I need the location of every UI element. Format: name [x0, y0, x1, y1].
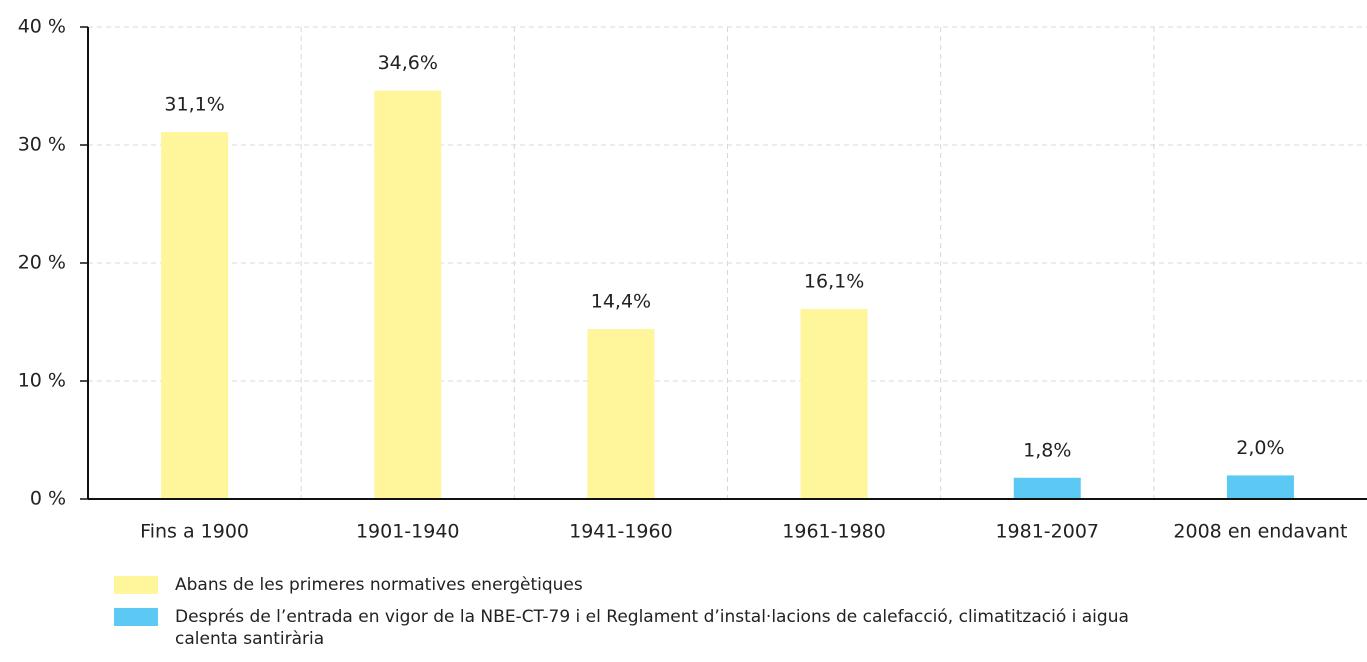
bar — [161, 132, 229, 499]
y-tick-label: 30 % — [18, 134, 66, 156]
bar — [1013, 477, 1081, 499]
legend-swatch — [114, 608, 158, 626]
bar — [1226, 475, 1294, 499]
legend-item: Després de l’entrada en vigor de la NBE-… — [114, 606, 1194, 650]
legend: Abans de les primeres normatives energèt… — [114, 574, 1194, 660]
x-tick-label: 1981-2007 — [995, 521, 1099, 543]
legend-label: Abans de les primeres normatives energèt… — [175, 575, 583, 595]
x-tick-label: 1901-1940 — [356, 521, 460, 543]
legend-swatch — [114, 576, 158, 594]
bar — [800, 309, 868, 499]
data-label: 2,0% — [1236, 437, 1284, 459]
chart: 0 % 10 % 20 % 30 % 40 % Fins a 1900 31,1% 1901-… — [18, 16, 1367, 543]
data-label: 16,1% — [804, 271, 864, 293]
x-tick-label: 2008 en endavant — [1173, 521, 1347, 543]
x-tick-label: 1941-1960 — [569, 521, 673, 543]
y-tick-label: 0 % — [30, 488, 66, 510]
y-tick-label: 20 % — [18, 252, 66, 274]
bar — [587, 329, 655, 499]
y-tick-label: 40 % — [18, 16, 66, 38]
legend-label: Després de l’entrada en vigor de la NBE-… — [175, 607, 1129, 649]
x-tick-label: Fins a 1900 — [140, 521, 249, 543]
x-tick-label: 1961-1980 — [782, 521, 886, 543]
legend-item: Abans de les primeres normatives energèt… — [114, 574, 1194, 596]
bar — [374, 90, 442, 499]
data-label: 34,6% — [378, 52, 438, 74]
data-label: 1,8% — [1023, 439, 1071, 461]
data-label: 14,4% — [591, 291, 651, 313]
data-label: 31,1% — [164, 94, 224, 116]
y-tick-label: 10 % — [18, 370, 66, 392]
